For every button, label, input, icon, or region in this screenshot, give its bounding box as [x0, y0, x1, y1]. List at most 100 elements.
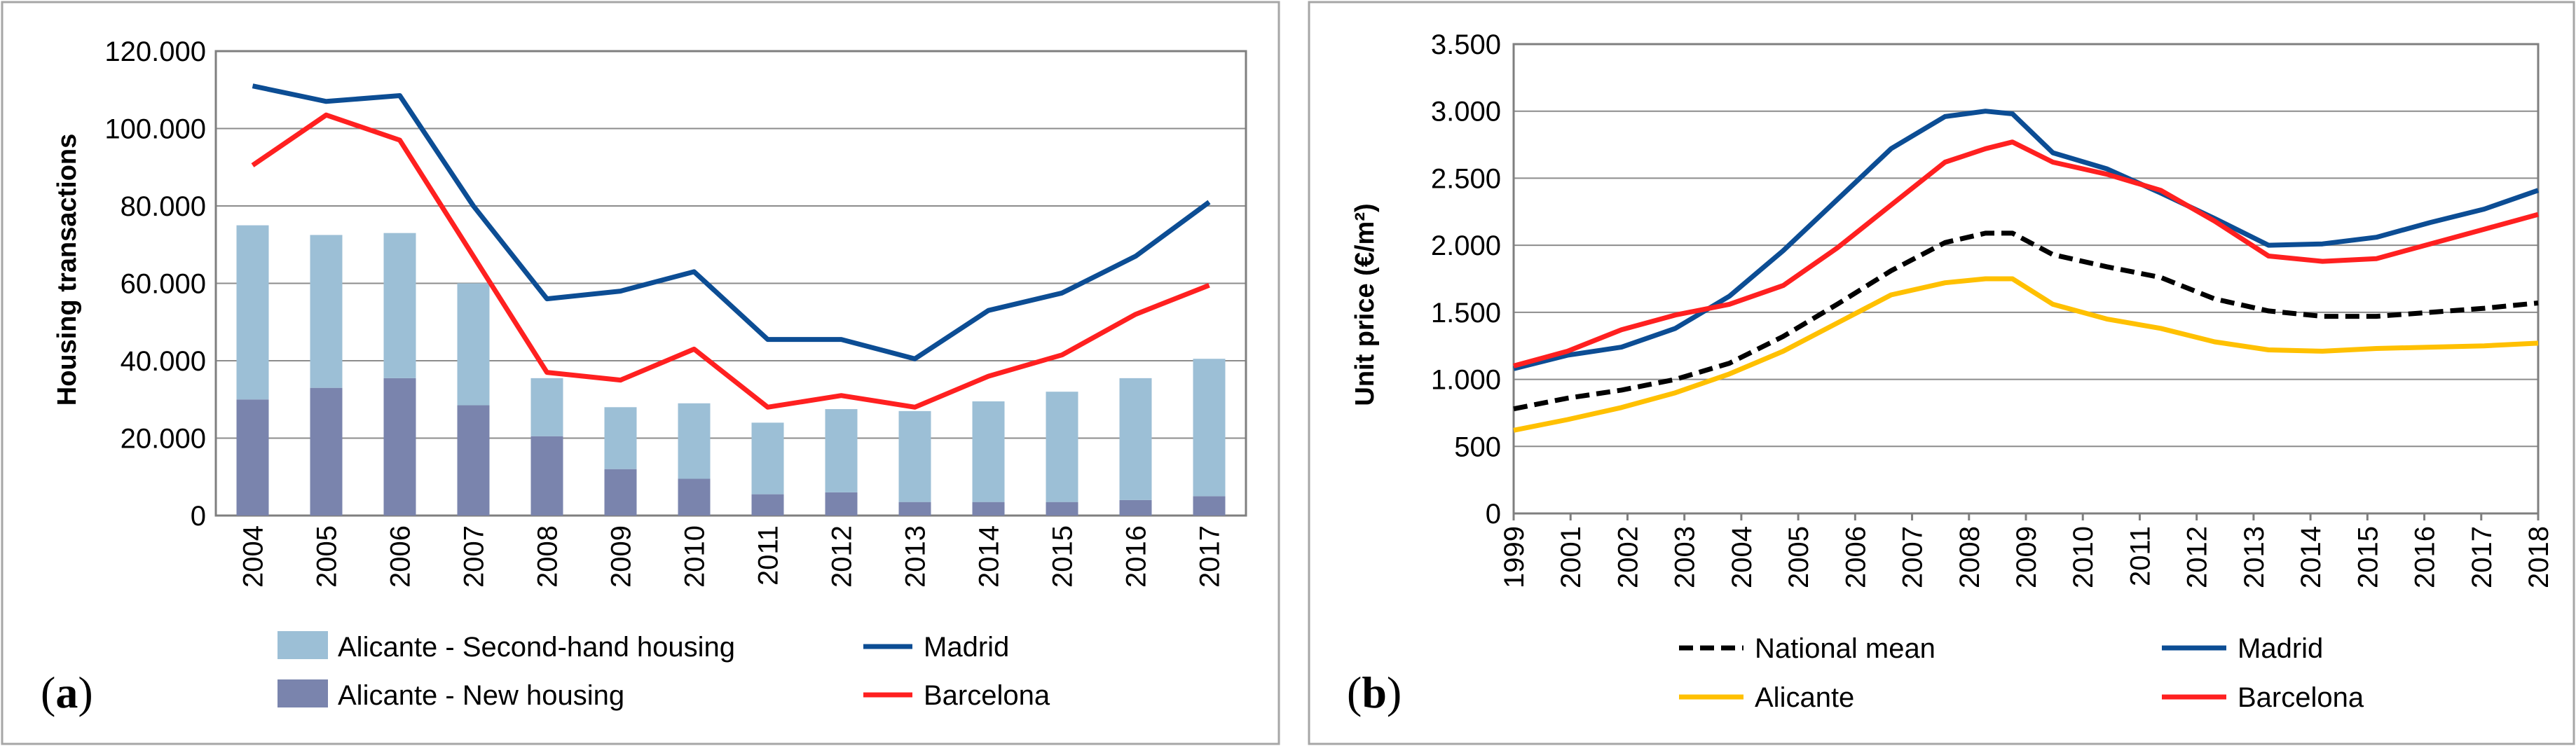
chart-b-xtick: 2003 [1670, 526, 1701, 588]
chart-a-ytick: 60.000 [121, 269, 206, 300]
chart-b-ytick: 1.000 [1431, 365, 1501, 396]
chart-a-xtick: 2006 [385, 525, 416, 588]
panel-b-label: (b) [1347, 668, 1402, 717]
chart-b-xtick: 2018 [2523, 526, 2554, 588]
chart-a-xtick: 2014 [974, 525, 1005, 588]
chart-b-line-madrid [1513, 109, 2540, 371]
chart-b-ytick: 0 [1486, 499, 1501, 530]
chart-b-ytick: 3.500 [1431, 29, 1501, 60]
chart-a-bar [972, 401, 1005, 502]
chart-a-bar [751, 494, 784, 516]
chart-b-xtick: 2017 [2467, 526, 2498, 588]
chart-a-plot-area [214, 50, 1247, 517]
chart-b-xtick: 2015 [2352, 526, 2383, 588]
chart-a-xtick: 2013 [900, 525, 931, 588]
chart-a-bar [1119, 378, 1152, 500]
chart-a-xtick: 2009 [606, 525, 637, 588]
chart-b-xtick: 2006 [1840, 526, 1871, 588]
chart-b-ytick: 2.000 [1431, 230, 1501, 261]
chart-a-bar [898, 410, 931, 502]
chart-a-ytick: 0 [191, 501, 206, 532]
chart-b-legend-label: Madrid [2238, 633, 2323, 664]
chart-a-xtick: 2011 [753, 525, 784, 586]
chart-a-xtick: 2017 [1195, 525, 1226, 588]
chart-a-bar [310, 387, 343, 516]
chart-a-legend-label: Alicante - Second-hand housing [338, 632, 735, 663]
chart-a-ytick: 20.000 [121, 424, 206, 455]
chart-b-xtick: 2011 [2125, 526, 2156, 586]
panel-b-frame [1308, 1, 2575, 745]
chart-a-xtick: 2004 [238, 525, 269, 588]
chart-a-bar [530, 436, 563, 516]
chart-b-line-barcelona [1513, 139, 2539, 368]
chart-a-bar [1119, 499, 1152, 516]
chart-b-line-alicante [1513, 276, 2539, 433]
panel-a-label: (a) [41, 668, 93, 717]
chart-b-line-national-mean [1513, 230, 2539, 412]
chart-a-bar [1193, 496, 1226, 516]
chart-b-xtick: 2008 [1954, 526, 1985, 588]
chart-b-legend-label: Barcelona [2238, 682, 2364, 713]
chart-a-bar [678, 478, 711, 516]
chart-a-bar [236, 399, 269, 516]
chart-b: Unit price (€/m²) 0 500 1.000 1.500 2.000 2.5… [1347, 29, 2554, 717]
chart-b-ytick: 3.000 [1431, 97, 1501, 127]
chart-a-legend-label: Madrid [924, 632, 1009, 663]
chart-a-ytick: 120.000 [104, 36, 206, 67]
chart-a-legend-label: Barcelona [924, 680, 1050, 711]
chart-a-ytick: 40.000 [121, 346, 206, 377]
chart-a-xtick: 2005 [312, 525, 343, 588]
chart-a-bar [604, 469, 637, 516]
chart-a-ytick: 80.000 [121, 191, 206, 222]
chart-b-xtick: 1999 [1499, 526, 1530, 588]
chart-a-bar [678, 403, 711, 479]
chart-a-xtick: 2010 [680, 525, 711, 588]
chart-a: Housing transactions 0 20.000 40.000 60.000… [41, 36, 1247, 717]
chart-b-xtick: 2002 [1612, 526, 1643, 588]
chart-a-line-madrid [252, 83, 1211, 361]
chart-b-xtick: 2012 [2182, 526, 2213, 588]
chart-a-bar [972, 502, 1005, 516]
chart-a-bar [383, 233, 416, 378]
chart-b-xtick: 2004 [1727, 526, 1758, 588]
chart-b-ytick: 1.500 [1431, 298, 1501, 329]
chart-b-ylabel: Unit price (€/m²) [1350, 203, 1380, 406]
chart-a-bar [310, 235, 343, 388]
chart-b-xtick: 2010 [2068, 526, 2099, 588]
chart-a-line-barcelona [251, 112, 1210, 410]
chart-a-bar [383, 378, 416, 516]
chart-a-bar [825, 409, 858, 492]
chart-a-bar [604, 407, 637, 469]
chart-a-ytick: 100.000 [104, 114, 206, 145]
chart-a-xtick: 2012 [827, 525, 858, 588]
chart-a-xtick: 2016 [1121, 525, 1152, 588]
chart-a-legend-swatch [278, 679, 328, 707]
chart-a-bar [1046, 502, 1078, 516]
chart-a-bar [236, 225, 269, 400]
chart-b-xtick: 2001 [1556, 526, 1587, 588]
chart-a-bar [751, 422, 784, 495]
chart-a-ylabel: Housing transactions [53, 134, 82, 406]
chart-a-legend-swatch [278, 631, 328, 659]
chart-a-bar [1193, 359, 1226, 497]
chart-a-xtick: 2008 [533, 525, 563, 588]
chart-b-legend-label: National mean [1755, 633, 1936, 664]
chart-b-ytick: 500 [1454, 431, 1501, 462]
chart-b-xtick: 2007 [1898, 526, 1928, 588]
chart-b-xtick: 2014 [2296, 526, 2327, 588]
chart-b-xtick: 2016 [2410, 526, 2441, 588]
chart-a-bar [1046, 392, 1078, 502]
chart-b-xtick: 2009 [2011, 526, 2042, 588]
chart-a-xtick: 2007 [459, 525, 490, 588]
chart-a-bar [530, 378, 563, 436]
chart-b-ytick: 2.500 [1431, 163, 1501, 194]
chart-a-xtick: 2015 [1048, 525, 1078, 588]
chart-a-bar [825, 492, 858, 516]
chart-a-legend-label: Alicante - New housing [338, 680, 624, 711]
chart-a-bar [457, 405, 490, 516]
chart-b-xtick: 2005 [1783, 526, 1814, 588]
chart-a-bar [457, 283, 490, 406]
chart-b-legend-label: Alicante [1755, 682, 1854, 713]
chart-a-bar [898, 502, 931, 516]
